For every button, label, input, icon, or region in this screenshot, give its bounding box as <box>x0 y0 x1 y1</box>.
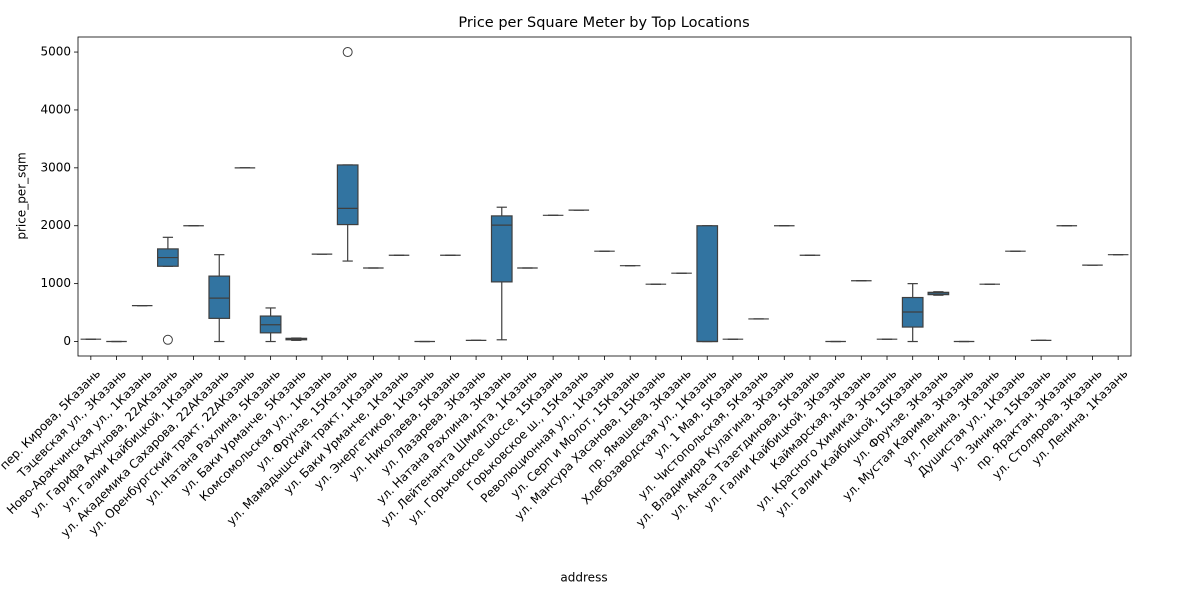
box <box>490 215 513 283</box>
y-tick-label: 2000 <box>40 218 71 232</box>
outlier <box>162 334 173 345</box>
box <box>336 164 359 226</box>
x-axis-label: address <box>560 571 607 585</box>
y-tick-label: 5000 <box>40 45 71 59</box>
box <box>208 275 231 319</box>
y-tick-label: 1000 <box>40 276 71 290</box>
y-tick-label: 3000 <box>40 160 71 174</box>
box <box>696 225 719 343</box>
y-tick-label: 4000 <box>40 102 71 116</box>
outlier <box>342 47 353 58</box>
y-axis-label: price_per_sqm <box>15 152 29 239</box>
chart-title: Price per Square Meter by Top Locations <box>458 15 749 31</box>
y-tick-label: 0 <box>63 334 71 348</box>
plot-frame <box>77 36 1132 357</box>
